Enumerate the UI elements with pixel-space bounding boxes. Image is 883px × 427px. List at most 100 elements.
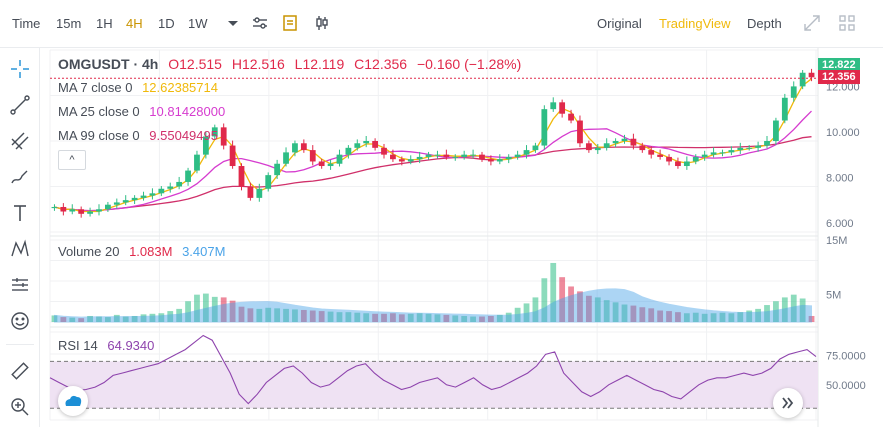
interval-time[interactable]: Time [12,16,41,31]
crosshair-icon[interactable] [9,58,31,80]
candle-body [220,127,227,146]
interval-1d[interactable]: 1D [158,16,175,31]
candle-body [256,188,263,198]
volume-bar [719,312,726,322]
candle-body [336,154,343,164]
volume-bar [113,314,120,322]
rsi-band [50,360,818,409]
volume-bar [523,303,530,322]
candle-body [585,143,592,151]
candle-body [746,147,753,149]
volume-bar [390,313,396,322]
volume-bar [425,313,432,322]
candle-body [87,211,93,214]
scroll-to-latest-button[interactable] [773,388,803,418]
volume-bar [274,308,281,322]
candle-body [229,145,236,167]
indicator-icon[interactable] [281,14,299,32]
candle-body [78,209,85,214]
candle-body [541,109,548,146]
volume-bar [60,317,67,322]
trend-line-icon[interactable] [9,94,31,116]
candle-body [728,150,735,153]
volume-bar [229,300,236,322]
candle-body [318,161,325,167]
candle-body [790,86,797,98]
candle-body [149,193,156,196]
candle-body [345,147,352,155]
interval-15m[interactable]: 15m [56,16,82,31]
volume-bar [318,311,325,322]
candle-body [692,156,699,162]
layout-grid-icon[interactable] [838,14,856,32]
view-depth[interactable]: Depth [747,16,782,31]
volume-bar [416,313,423,322]
candle-body [514,154,521,157]
interval-1w[interactable]: 1W [188,16,208,31]
candle-body [300,143,307,151]
candle-body [274,163,281,176]
volume-bar [790,294,797,322]
candle-body [648,150,655,155]
candle-body [773,120,779,141]
candle-body [630,138,637,146]
volume-label: Volume 20 [58,244,120,259]
volume-tick-label: 15M [826,235,847,247]
volume-bar [657,310,664,322]
volume-bar [683,313,690,322]
view-original[interactable]: Original [597,16,642,31]
double-chevron-right-icon [782,397,794,409]
volume-bar [105,317,111,322]
ma99-value: 9.55049495 [149,128,218,143]
candle-body [434,154,441,156]
volume-bar [176,308,183,322]
measure-tool-icon[interactable] [9,274,31,296]
candle-body [381,147,387,155]
pattern-tool-icon[interactable] [9,238,31,260]
candle-body [283,152,289,164]
volume-bar [541,278,548,322]
emoji-icon[interactable] [9,310,31,332]
volume-bar [585,295,592,322]
ma25-line [54,110,812,212]
ohlc-legend: OMGUSDT · 4h O12.515 H12.516 L12.119 C12… [58,56,527,72]
ruler-icon[interactable] [9,360,31,382]
settings-sliders-icon[interactable] [251,14,269,32]
volume-bar [675,312,681,322]
candle-body [292,143,298,153]
low-value: L12.119 [294,56,345,72]
ma7-line [54,78,812,213]
tradingview-logo-button[interactable] [58,386,88,416]
chart-toolbar: Time 15m 1H 4H 1D 1W Original TradingVie… [0,0,883,48]
volume-bar [381,313,387,322]
interval-4h[interactable]: 4H [126,16,143,31]
view-tradingview[interactable]: TradingView [659,16,731,31]
volume-bar [167,311,174,322]
fib-tool-icon[interactable] [9,130,31,152]
candle-body [69,209,76,212]
volume-bar [122,316,129,322]
candle-body [327,163,334,167]
volume-bar [363,313,370,322]
expand-icon[interactable] [803,14,821,32]
collapse-legend-button[interactable]: ^ [58,150,86,170]
volume-legend: Volume 20 1.083M 3.407M [58,244,231,259]
caret-down-icon[interactable] [224,14,242,32]
rsi-tick-label: 50.0000 [826,380,866,392]
volume-bar [639,307,646,322]
volume-bar [247,308,254,322]
zoom-icon[interactable] [9,396,31,418]
volume-bar [78,318,85,322]
candle-body [488,159,494,162]
interval-1h[interactable]: 1H [96,16,113,31]
candle-body [202,136,209,155]
candle-type-icon[interactable] [313,14,331,32]
volume-bar [648,308,655,322]
brush-icon[interactable] [9,166,31,188]
volume-ma-area-path [54,288,812,323]
volume-bar [461,315,468,322]
ma7-label: MA 7 close 0 [58,80,133,95]
high-value: H12.516 [231,56,285,72]
text-tool-icon[interactable] [9,202,31,224]
